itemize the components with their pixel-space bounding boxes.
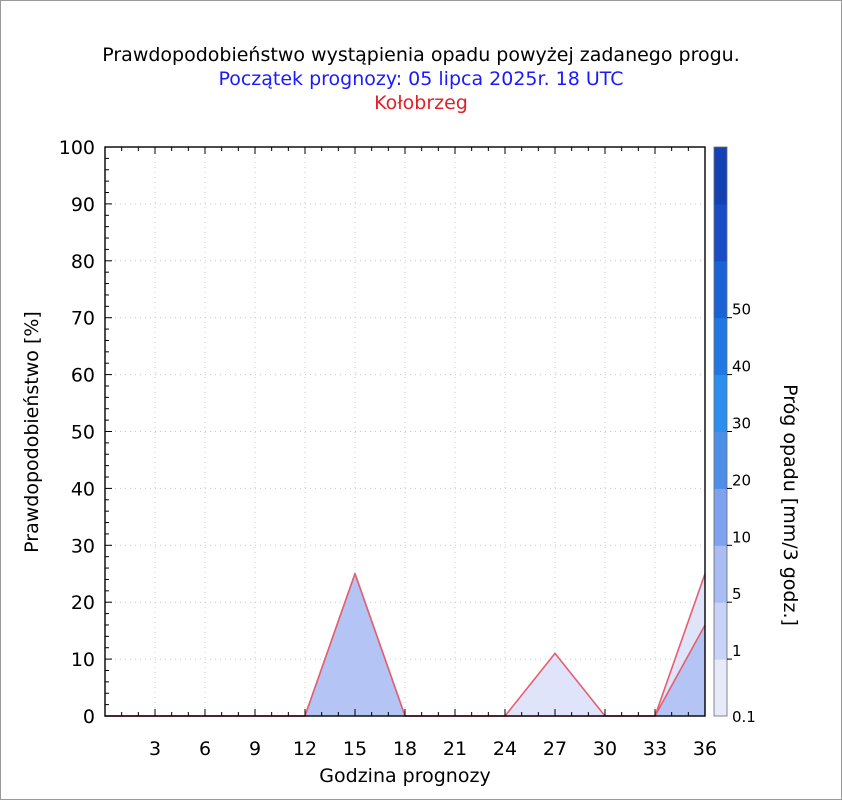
colorbar-tick-label: 40 (732, 358, 751, 376)
grid (105, 147, 705, 716)
y-tick-label: 100 (59, 137, 95, 159)
colorbar-tick-label: 10 (732, 528, 751, 546)
x-tick-label: 24 (493, 738, 517, 760)
colorbar-segment (714, 602, 727, 660)
colorbar-segment (714, 317, 727, 376)
y-tick-label: 50 (71, 422, 95, 444)
colorbar-tick-label: 20 (732, 471, 751, 489)
colorbar-tick-label: 50 (732, 301, 751, 319)
y-tick-label: 20 (71, 592, 95, 614)
colorbar-segment (714, 203, 727, 262)
area-threshold-0_1 (105, 573, 705, 716)
y-axis-label: Prawdopodobieństwo [%] (21, 311, 43, 553)
x-tick-label: 30 (593, 738, 617, 760)
x-axis-label: Godzina prognozy (319, 765, 490, 787)
x-tick-label: 12 (293, 738, 317, 760)
x-tick-label: 33 (643, 738, 667, 760)
line-threshold-0_1 (105, 572, 706, 717)
colorbar-tick-label: 1 (732, 642, 742, 660)
colorbar-segment (714, 431, 727, 489)
y-tick-label: 60 (71, 365, 95, 387)
data-areas (105, 572, 706, 717)
x-tick-label: 3 (149, 738, 161, 760)
x-tick-label: 18 (393, 738, 417, 760)
colorbar-segment (714, 488, 727, 546)
y-tick-labels: 0 10 20 30 40 50 60 70 80 90 100 (59, 137, 95, 728)
x-tick-label: 36 (693, 738, 717, 760)
y-tick-label: 0 (83, 706, 95, 728)
x-tick-label: 9 (249, 738, 261, 760)
colorbar-label: Próg opadu [mm/3 godz.] (779, 384, 801, 626)
area-threshold-1 (105, 573, 705, 716)
y-tick-label: 70 (71, 308, 95, 330)
axes (104, 146, 706, 717)
chart-location: Kołobrzeg (374, 92, 468, 114)
colorbar-segment (714, 659, 727, 717)
x-tick-label: 6 (199, 738, 211, 760)
y-tick-label: 90 (71, 194, 95, 216)
y-tick-label: 30 (71, 535, 95, 557)
y-tick-label: 80 (71, 251, 95, 273)
x-tick-label: 15 (343, 738, 367, 760)
line-threshold-1 (105, 572, 706, 717)
colorbar: 0.1 1 5 10 20 30 40 50 (713, 146, 756, 726)
colorbar-segment (714, 374, 727, 432)
y-tick-label: 40 (71, 478, 95, 500)
x-tick-label: 21 (443, 738, 467, 760)
x-tick-label: 27 (543, 738, 567, 760)
colorbar-segment (714, 147, 727, 205)
colorbar-segment (714, 545, 727, 603)
colorbar-tick-label: 0.1 (732, 708, 756, 726)
y-tick-label: 10 (71, 649, 95, 671)
x-tick-labels: 3 6 9 12 15 18 21 24 27 30 33 36 (149, 738, 717, 760)
colorbar-tick-label: 5 (732, 585, 742, 603)
chart-title: Prawdopodobieństwo wystąpienia opadu pow… (102, 44, 740, 66)
chart-subtitle: Początek prognozy: 05 lipca 2025r. 18 UT… (218, 68, 624, 90)
colorbar-segment (714, 260, 727, 319)
colorbar-tick-label: 30 (732, 415, 751, 433)
